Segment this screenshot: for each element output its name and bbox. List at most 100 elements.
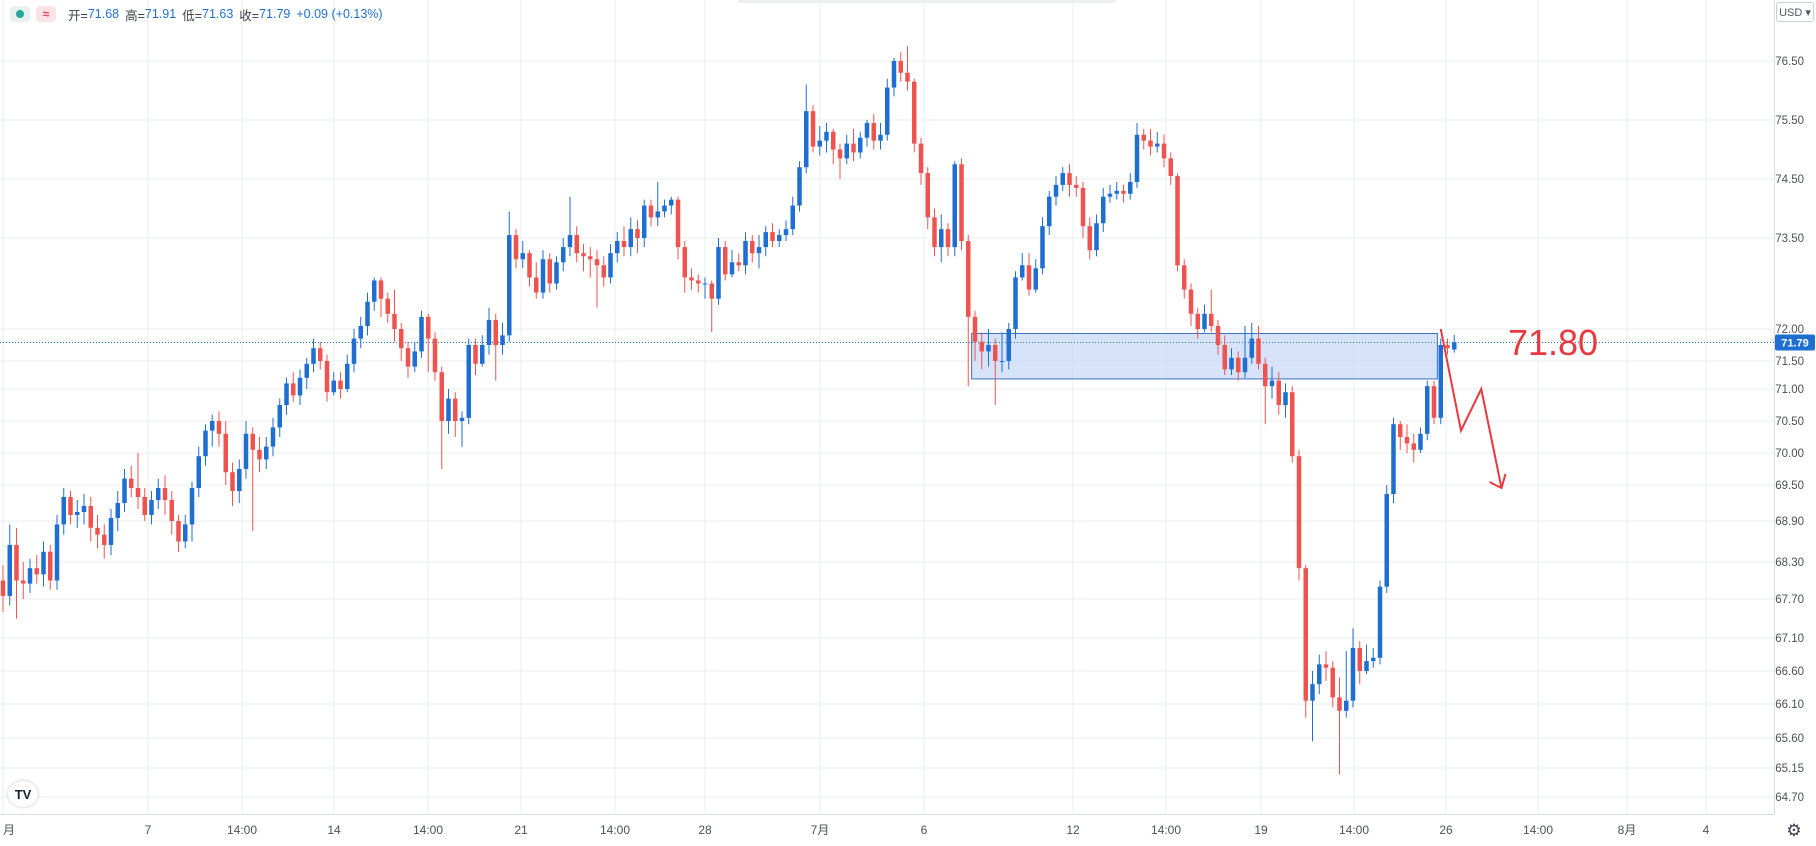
candle-body [1047,196,1052,227]
candle-body [1087,226,1092,251]
candle-body [196,456,201,488]
candle-body [1357,647,1362,671]
top-toolbar-handle[interactable] [738,0,1116,3]
candle-body [162,488,168,500]
candle-body [1418,433,1423,450]
status-dot-icon[interactable] [10,6,30,22]
tradingview-logo-icon[interactable]: TV [8,781,38,807]
candle-body [405,348,411,367]
candle-body [1148,140,1153,147]
candle-body [311,348,316,364]
candle-body [696,280,701,284]
x-tick-label: 14 [327,823,341,837]
projection-arrowhead [1489,473,1507,490]
gear-icon[interactable]: ⚙ [1786,821,1802,840]
y-tick-label: 64.70 [1775,792,1804,804]
candle-body [1425,386,1430,434]
candle-body [723,247,728,275]
candle-body [520,253,525,260]
candle-body [1404,437,1410,444]
candle-body [1026,265,1032,290]
x-tick-label: 4 [1703,823,1710,837]
candle-body [372,280,377,302]
candle-body [858,137,863,153]
last-price-tag-label: 71.79 [1781,337,1809,349]
currency-selector-button[interactable]: USD ▾ [1776,2,1814,22]
candle-body [851,143,856,153]
candle-body [250,433,255,450]
candle-body [95,527,100,535]
candle-body [1134,134,1140,182]
y-tick-label: 65.15 [1775,763,1804,775]
candle-body [34,568,39,575]
candle-body [358,325,363,339]
y-tick-label: 73.50 [1775,233,1804,245]
candle-body [108,518,114,545]
wave-icon[interactable]: ≈ [36,6,56,22]
x-tick-label: 7月 [811,823,830,837]
candle-body [709,283,714,299]
y-tick-label: 71.50 [1775,356,1804,368]
x-tick-label: 8月 [1618,823,1637,837]
candle-body [918,143,924,174]
candle-body [527,253,532,278]
candle-body [439,372,444,421]
candle-body [1222,345,1227,370]
candle-body [135,488,141,497]
candle-body [54,524,60,581]
candle-body [142,497,147,515]
candle-body [291,383,296,396]
candle-body [716,247,721,299]
candle-body [243,433,249,469]
projection-arrow [1439,328,1503,489]
candle-body [783,229,789,236]
candle-body [277,405,282,428]
candle-body [183,524,188,542]
y-tick-label: 68.90 [1775,516,1804,528]
candle-body [702,283,708,285]
candle-body [1074,184,1079,188]
candle-body [324,361,330,393]
candle-body [1263,363,1268,387]
candle-body [750,241,755,254]
candle-body [459,417,465,421]
candle-body [1290,392,1295,457]
candle-body [1256,338,1261,364]
candle-body [480,345,485,364]
low-value: 71.63 [202,7,234,21]
candle-body [1391,424,1396,494]
x-tick-label: 7 [145,823,152,837]
candle-body [7,544,12,596]
candle-body [912,81,917,144]
candle-body [1121,190,1126,194]
candle-body [1202,313,1207,329]
candle-body [1195,313,1200,329]
candle-body [1337,697,1342,711]
candle-body [601,265,606,278]
candle-body [1310,684,1315,701]
candle-body [682,247,687,278]
candle-body [1330,667,1335,698]
y-tick-label: 69.50 [1775,480,1804,492]
y-tick-label: 72.00 [1775,324,1804,336]
candle-body [1060,173,1065,185]
candle-body [1303,568,1308,701]
y-tick-label: 74.50 [1775,174,1804,186]
candle-body [1040,226,1045,269]
candle-body [1431,386,1437,418]
candle-body [736,262,741,266]
x-tick-label: 12 [1066,823,1080,837]
x-tick-label: 6 [921,823,928,837]
candle-body [635,229,640,238]
candle-body [574,235,579,254]
candle-body [642,205,647,238]
candle-body [689,277,694,281]
candle-body [1452,342,1457,350]
candle-body [898,61,903,73]
close-value: 71.79 [259,7,291,21]
candle-body [392,313,397,329]
y-tick-label: 70.50 [1775,416,1804,428]
candle-body [1242,357,1248,373]
